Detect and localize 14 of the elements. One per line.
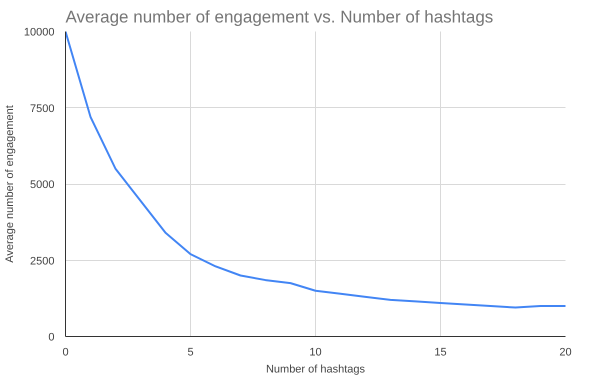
- x-tick-label: 0: [62, 346, 69, 358]
- y-tick-label: 2500: [30, 255, 55, 268]
- y-tick-label: 10000: [24, 26, 55, 38]
- chart-title: Average number of engagement vs. Number of hashtags: [66, 8, 494, 26]
- y-tick-label: 5000: [30, 179, 55, 191]
- x-tick-label: 15: [434, 346, 447, 358]
- x-axis-title: Number of hashtags: [266, 364, 366, 376]
- x-tick-label: 20: [559, 346, 572, 358]
- y-tick-label: 7500: [30, 102, 55, 115]
- y-axis-title: Average number of engagement: [4, 105, 16, 263]
- x-tick-label: 10: [309, 346, 322, 358]
- y-tick-label: 0: [48, 332, 55, 344]
- x-tick-label: 5: [187, 346, 194, 358]
- line-series: [66, 32, 566, 309]
